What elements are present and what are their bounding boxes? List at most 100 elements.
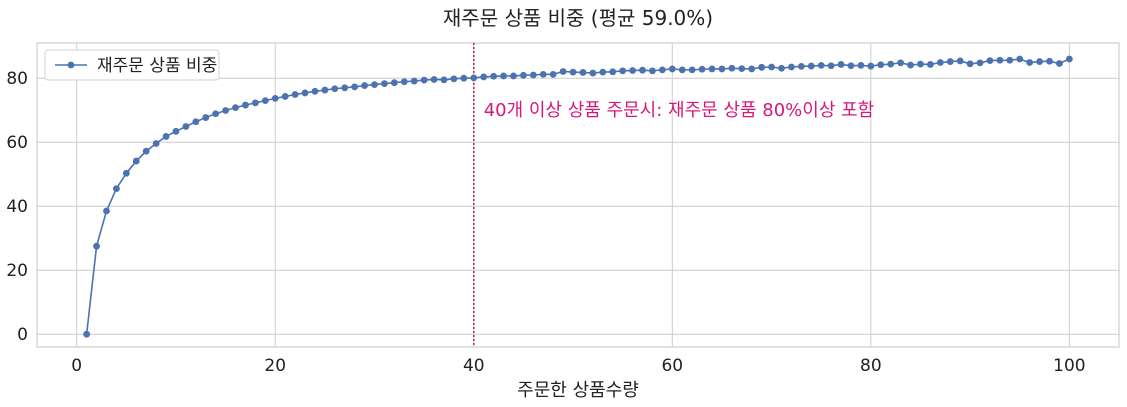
data-point (996, 56, 1004, 64)
data-point (122, 169, 130, 177)
data-point (649, 67, 656, 75)
data-point (341, 84, 349, 92)
data-point (113, 185, 120, 193)
data-point (271, 94, 279, 102)
data-point (698, 65, 706, 73)
data-point (381, 80, 388, 88)
data-point (579, 69, 587, 76)
data-point (152, 140, 160, 147)
data-point (430, 76, 438, 83)
data-point (589, 69, 597, 77)
data-point (132, 157, 140, 165)
data-point (142, 147, 150, 155)
data-point (261, 97, 269, 104)
grid-lines (37, 43, 1119, 347)
data-point (599, 68, 607, 76)
data-point (539, 70, 547, 78)
data-point (222, 107, 230, 114)
data-point (976, 59, 984, 67)
data-point (708, 65, 716, 73)
data-point (103, 207, 110, 215)
data-point (281, 93, 289, 100)
data-point (390, 79, 398, 87)
data-point (837, 61, 845, 68)
data-point (738, 65, 746, 72)
data-point (817, 62, 825, 69)
data-point (291, 91, 299, 98)
data-point (1046, 57, 1053, 65)
data-point (520, 71, 527, 79)
data-point (917, 60, 924, 68)
legend: 재주문 상품 비중 (44, 49, 220, 81)
data-point (301, 89, 309, 97)
data-point (956, 57, 964, 65)
data-point (371, 81, 378, 88)
tick-labels: 0 20 40 60 80 100 0 20 40 60 80 (6, 69, 1085, 376)
data-point (797, 62, 805, 70)
data-point (778, 64, 785, 72)
data-point (718, 65, 726, 73)
data-point (1016, 55, 1024, 63)
legend-entry-label: 재주문 상품 비중 (97, 56, 217, 76)
data-point (658, 66, 666, 74)
data-point (1065, 55, 1073, 63)
data-point (311, 87, 319, 95)
data-point (232, 104, 239, 112)
data-point (490, 72, 498, 80)
x-axis-label: 주문한 상품수량 (517, 380, 639, 401)
data-point (887, 60, 895, 68)
data-point (678, 66, 686, 74)
data-point (629, 67, 636, 74)
x-tick-label: 100 (1053, 356, 1085, 376)
data-point (986, 57, 994, 64)
data-point (172, 127, 180, 135)
data-point (827, 62, 835, 70)
y-tick-label: 0 (17, 325, 28, 345)
data-point (251, 99, 259, 107)
data-point (946, 58, 954, 65)
data-point (83, 330, 91, 338)
data-point (966, 60, 974, 68)
y-tick-label: 20 (6, 261, 28, 281)
data-point (926, 61, 934, 68)
chart-title: 재주문 상품 비중 (평균 59.0%) (443, 6, 713, 30)
data-point (768, 63, 775, 71)
data-point (470, 74, 478, 82)
data-point (450, 75, 458, 83)
data-point (162, 133, 170, 140)
data-point (867, 62, 875, 70)
data-point (420, 76, 428, 84)
data-point (569, 68, 577, 76)
data-point (748, 65, 756, 73)
data-point (361, 82, 368, 89)
data-point (688, 66, 696, 74)
data-point (857, 62, 865, 69)
data-point (202, 114, 210, 121)
x-tick-label: 80 (860, 356, 882, 376)
data-point (1036, 58, 1043, 65)
data-point (182, 123, 190, 130)
data-point (936, 59, 944, 66)
data-point (212, 110, 220, 118)
series-line (85, 58, 1070, 335)
x-tick-label: 0 (71, 356, 82, 376)
legend-box (44, 49, 220, 81)
x-tick-label: 60 (661, 356, 683, 376)
data-point (242, 101, 249, 109)
data-point (1056, 60, 1063, 67)
data-point (1026, 59, 1034, 66)
data-point (609, 68, 617, 76)
data-point (847, 62, 855, 70)
data-point (460, 74, 468, 82)
data-point (1006, 56, 1014, 64)
plot-frame (36, 42, 1120, 348)
legend-marker-swatch (67, 61, 75, 69)
data-point (907, 61, 914, 69)
data-point (400, 78, 408, 86)
data-point (321, 86, 329, 94)
data-point (788, 63, 795, 71)
data-point (351, 83, 359, 91)
data-point (619, 67, 627, 75)
